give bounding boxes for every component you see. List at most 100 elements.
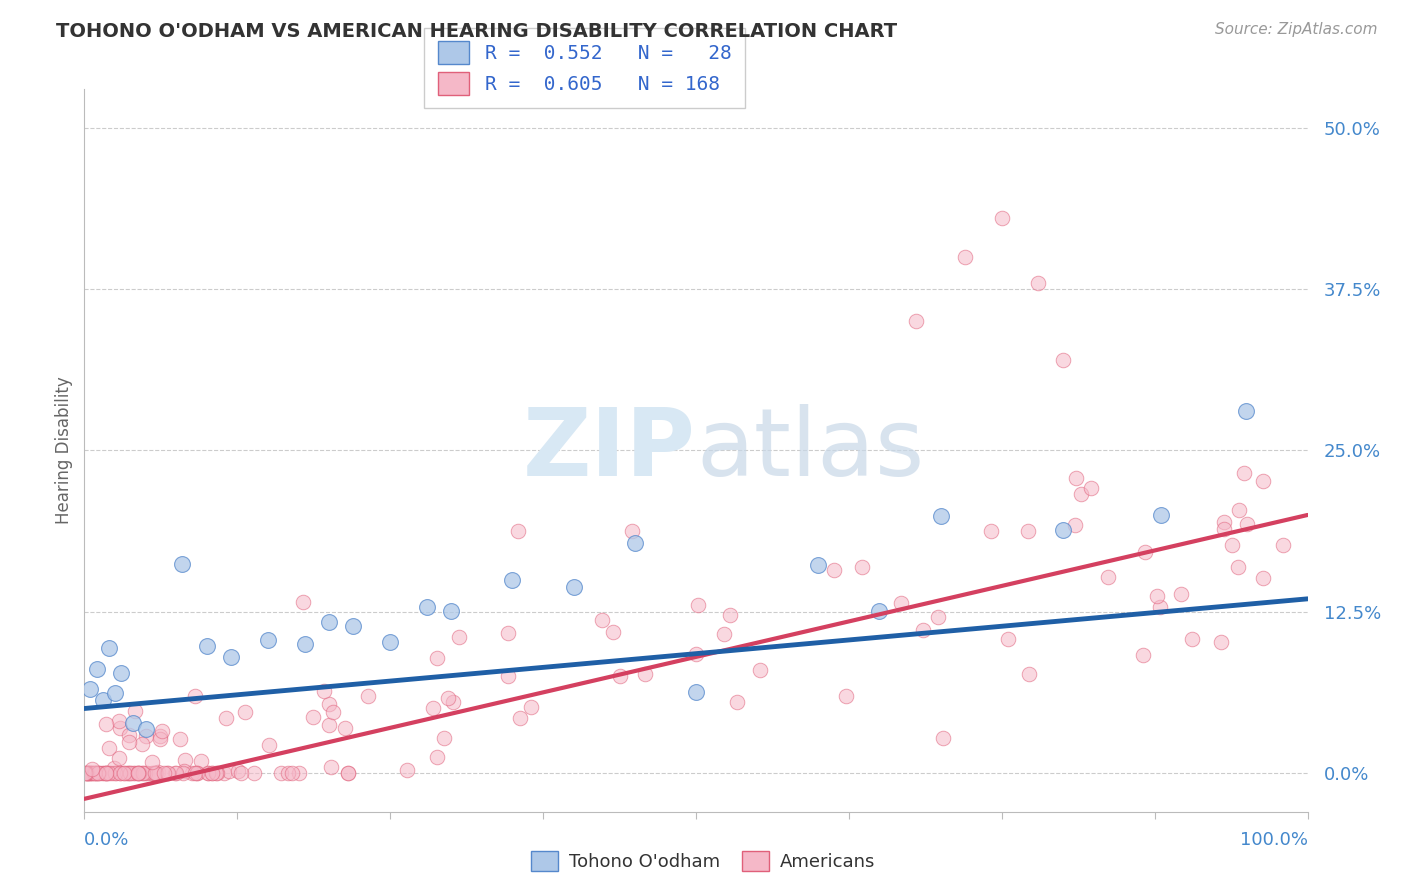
Point <box>1064 471 1087 485</box>
Point <box>121 766 143 780</box>
Point <box>79 681 101 696</box>
Point <box>108 721 131 735</box>
Point <box>77 766 100 780</box>
Point <box>1220 538 1243 552</box>
Point <box>807 558 830 573</box>
Point <box>82 766 104 780</box>
Point <box>91 766 114 780</box>
Point <box>1236 516 1258 531</box>
Point <box>1227 502 1250 516</box>
Point <box>1233 466 1256 480</box>
Point <box>1146 589 1168 603</box>
Point <box>1209 635 1232 649</box>
Point <box>141 766 163 780</box>
Point <box>135 722 157 736</box>
Point <box>108 766 131 780</box>
Point <box>79 766 101 780</box>
Point <box>416 599 439 614</box>
Point <box>929 508 952 523</box>
Point <box>104 766 127 780</box>
Point <box>108 766 131 780</box>
Point <box>104 686 127 700</box>
Point <box>82 766 104 780</box>
Point <box>131 766 153 780</box>
Point <box>441 695 464 709</box>
Point <box>725 695 748 709</box>
Point <box>1170 587 1192 601</box>
Point <box>127 766 149 780</box>
Point <box>156 766 179 780</box>
Point <box>86 662 108 676</box>
Point <box>112 766 135 780</box>
Point <box>215 711 238 725</box>
Point <box>602 625 624 640</box>
Point <box>1080 481 1102 495</box>
Point <box>197 766 219 780</box>
Point <box>112 766 135 780</box>
Point <box>153 766 176 780</box>
Point <box>1226 560 1249 574</box>
Point <box>314 684 336 698</box>
Point <box>520 700 543 714</box>
Point <box>1017 524 1039 538</box>
Point <box>422 701 444 715</box>
Point <box>1097 570 1119 584</box>
Point <box>440 604 463 618</box>
Point <box>718 608 741 623</box>
Point <box>1052 353 1074 368</box>
Point <box>87 766 110 780</box>
Point <box>84 766 107 780</box>
Point <box>1133 545 1156 559</box>
Legend: R =  0.552   N =   28, R =  0.605   N = 168: R = 0.552 N = 28, R = 0.605 N = 168 <box>425 28 745 109</box>
Y-axis label: Hearing Disability: Hearing Disability <box>55 376 73 524</box>
Point <box>124 704 146 718</box>
Point <box>163 766 186 780</box>
Point <box>110 665 132 680</box>
Point <box>496 668 519 682</box>
Text: ZIP: ZIP <box>523 404 696 497</box>
Point <box>1271 538 1294 552</box>
Point <box>624 536 647 550</box>
Point <box>1018 666 1040 681</box>
Point <box>84 766 107 780</box>
Point <box>931 731 953 745</box>
Point <box>426 750 449 764</box>
Point <box>851 559 873 574</box>
Point <box>685 647 707 661</box>
Point <box>87 766 110 780</box>
Point <box>890 595 912 609</box>
Point <box>1251 474 1274 488</box>
Point <box>204 766 226 780</box>
Text: 100.0%: 100.0% <box>1240 831 1308 849</box>
Point <box>96 716 118 731</box>
Point <box>318 698 340 712</box>
Point <box>150 724 173 739</box>
Point <box>195 639 218 653</box>
Point <box>380 635 402 649</box>
Point <box>94 766 117 780</box>
Point <box>1052 524 1074 538</box>
Point <box>73 766 96 780</box>
Point <box>79 766 101 780</box>
Point <box>190 754 212 768</box>
Point <box>148 765 170 780</box>
Point <box>89 766 111 780</box>
Point <box>143 766 166 780</box>
Point <box>1150 508 1173 523</box>
Legend: Tohono O'odham, Americans: Tohono O'odham, Americans <box>524 844 882 879</box>
Point <box>124 766 146 780</box>
Point <box>117 735 139 749</box>
Point <box>97 740 120 755</box>
Point <box>136 766 159 780</box>
Point <box>337 766 360 780</box>
Point <box>685 685 707 699</box>
Point <box>342 619 364 633</box>
Point <box>149 730 172 744</box>
Point <box>634 667 657 681</box>
Point <box>173 764 195 779</box>
Point <box>953 250 976 264</box>
Point <box>218 764 240 778</box>
Point <box>83 766 105 780</box>
Point <box>186 766 208 780</box>
Point <box>118 766 141 780</box>
